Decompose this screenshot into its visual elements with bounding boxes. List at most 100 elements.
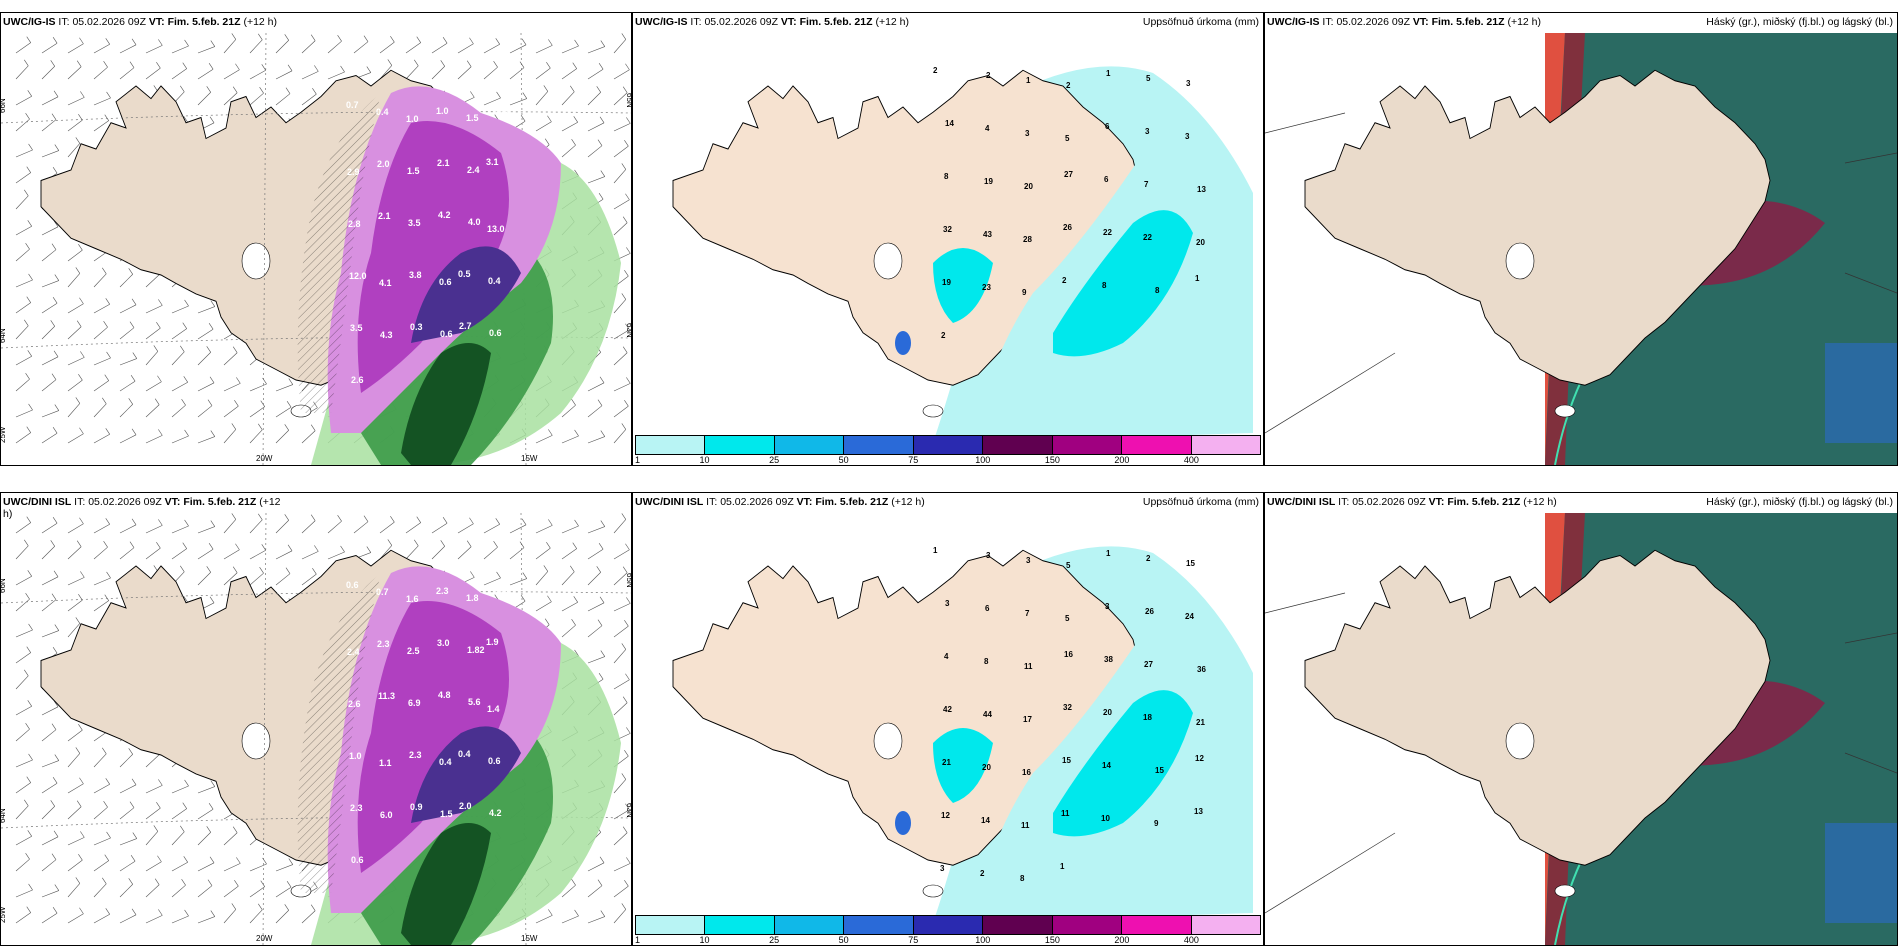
- precip-map: 2212153144356338192027671332432826222220…: [672, 66, 1253, 444]
- snow-value: 0.3: [410, 322, 423, 332]
- boundary-lines: [1265, 592, 1897, 914]
- precip-value: 3: [1105, 602, 1110, 611]
- precip-value: 4: [944, 652, 949, 661]
- snow-value: 4.3: [380, 330, 393, 340]
- precip-value: 19: [942, 278, 951, 287]
- precip-value: 2: [980, 869, 985, 878]
- iceland-landmass: [672, 549, 1139, 898]
- snow-value: 1.82: [467, 645, 485, 655]
- legend-swatch: [1052, 436, 1123, 454]
- legend-label: 75: [908, 935, 919, 945]
- snow-value: 2.4: [467, 165, 480, 175]
- snow-value: 3.5: [408, 218, 421, 228]
- precip-value: 6: [985, 604, 990, 613]
- precip-value: 1: [1026, 76, 1031, 85]
- precip-value: 43: [983, 230, 992, 239]
- precip-value: 20: [1103, 708, 1112, 717]
- legend-label: 10: [699, 935, 710, 945]
- boundary-lines: [1265, 112, 1897, 434]
- precip-value: 14: [945, 119, 954, 128]
- snow-value: 2.3: [409, 750, 422, 760]
- precip-value: 15: [1062, 756, 1071, 765]
- legend-swatch: [1052, 916, 1123, 934]
- precip-value: 2: [941, 331, 946, 340]
- axis-label: 63N: [625, 323, 631, 338]
- axis-label: 65N: [625, 93, 631, 108]
- precip-value: 3: [940, 864, 945, 873]
- axis-label: 20W: [256, 934, 273, 943]
- precip-value: 2: [986, 71, 991, 80]
- legend-label: 75: [908, 455, 919, 465]
- snow-value: 0.6: [351, 855, 364, 865]
- legend-label: 200: [1114, 455, 1130, 465]
- snow-value: 2.4: [347, 647, 360, 657]
- panel-field-title: Háský (gr.), miðský (fj.bl.) og lágský (…: [1706, 496, 1893, 508]
- snow-value-labels: 0.7 0.4 1.0 1.0 1.5 2.0 2.9 2.0 1.5 2.1 2.4 3.1 2.8 2…: [346, 100, 509, 385]
- iceland-landmass: [1304, 69, 1771, 418]
- precip-value: 2: [1146, 554, 1151, 563]
- precip-value: 12: [1195, 754, 1204, 763]
- legend-color-bar: [635, 435, 1261, 455]
- iceland-landmass: [672, 69, 1139, 418]
- snow-value: 2.5: [407, 646, 420, 656]
- snow-value: 5.6: [468, 697, 481, 707]
- snow-value: 1.4: [487, 704, 500, 714]
- precip-value: 14: [981, 816, 990, 825]
- panel-field-title: Uppsöfnuð úrkoma (mm): [1142, 16, 1259, 28]
- precip-value: 11: [1061, 809, 1070, 818]
- snow-value: 2.0: [459, 801, 472, 811]
- precip-value: 28: [1023, 235, 1032, 244]
- precip-legend: 1 10 25 50 75 100 150 200 400: [635, 435, 1261, 465]
- precip-value: 15: [1186, 559, 1195, 568]
- precip-value: 6: [1104, 175, 1109, 184]
- precip-value-labels: 2212153144356338192027671332432826222220…: [933, 66, 1206, 340]
- snow-value: 0.6: [488, 756, 501, 766]
- legend-label: 100: [975, 935, 991, 945]
- legend-label: 400: [1183, 935, 1199, 945]
- legend-swatch: [983, 436, 1053, 454]
- panel-precip-igis: UWC/IG-IS IT: 05.02.2026 09Z VT: Fim. 5.…: [632, 12, 1264, 466]
- precip-value: 3: [986, 551, 991, 560]
- axis-label: 15W: [521, 934, 538, 943]
- precip-value: 21: [942, 758, 951, 767]
- snow-value: 2.0: [496, 105, 509, 115]
- legend-swatch: [1122, 916, 1192, 934]
- snow-value: 4.2: [438, 210, 451, 220]
- snow-value: 0.6: [489, 328, 502, 338]
- snow-value-labels: 0.6 0.7 1.6 2.3 1.8 2.8 2.4 2.3 2.5 3.0 1.821.9 2.6…: [346, 580, 509, 865]
- legend-swatch: [913, 916, 984, 934]
- panel-title: UWC/DINI ISL IT: 05.02.2026 09Z VT: Fim.…: [1267, 496, 1557, 508]
- precip-value: 8: [984, 657, 989, 666]
- precip-value: 23: [982, 283, 991, 292]
- snow-value: 1.0: [436, 106, 449, 116]
- legend-labels: 1 10 25 50 75 100 150 200 400: [635, 935, 1261, 945]
- precip-value: 24: [1185, 612, 1194, 621]
- snow-map: 0.6 0.7 1.6 2.3 1.8 2.8 2.4 2.3 2.5 3.0 1.821.9 2.6…: [1, 512, 631, 945]
- snow-value: 12.0: [349, 271, 367, 281]
- precip-value: 44: [983, 710, 992, 719]
- legend-swatch: [983, 916, 1053, 934]
- snow-shading: [327, 566, 561, 913]
- legend-label: 400: [1183, 455, 1199, 465]
- snow-value: 1.6: [406, 594, 419, 604]
- precip-value: 3: [1185, 132, 1190, 141]
- snow-value: 0.6: [440, 329, 453, 339]
- axis-label: 65N: [625, 573, 631, 588]
- panel-field-title: Háský (gr.), miðský (fj.bl.) og lágský (…: [1706, 16, 1893, 28]
- precip-value: 2: [933, 66, 938, 75]
- precip-value: 8: [1155, 286, 1160, 295]
- panel-title: UWC/DINI ISL IT: 05.02.2026 09Z VT: Fim.…: [3, 496, 281, 520]
- precip-value: 5: [1146, 74, 1151, 83]
- precip-value: 16: [1022, 768, 1031, 777]
- legend-label: 150: [1044, 935, 1060, 945]
- precip-shading-heavy: [895, 153, 1233, 433]
- snow-value: 4.2: [489, 808, 502, 818]
- precip-value: 15: [1155, 766, 1164, 775]
- snow-value: 4.8: [438, 690, 451, 700]
- snow-value: 0.6: [346, 580, 359, 590]
- precip-value: 11: [1024, 662, 1033, 671]
- precip-value: 32: [1063, 703, 1072, 712]
- legend-swatch: [913, 436, 984, 454]
- legend-swatch: [774, 916, 845, 934]
- cloud-map: [1265, 33, 1897, 465]
